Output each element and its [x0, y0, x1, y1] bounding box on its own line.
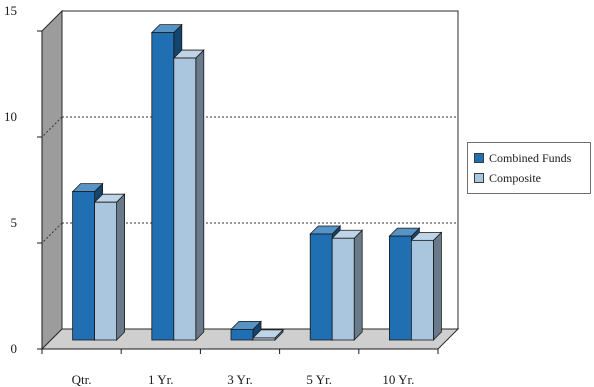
legend-label-composite: Composite: [489, 170, 542, 185]
bar-composite: [252, 328, 284, 341]
chart-axes: [37, 30, 439, 354]
legend-label-combined-funds: Combined Funds: [489, 150, 572, 165]
bar-front-face: [230, 328, 254, 341]
bar-side-face: [432, 231, 442, 341]
legend-swatch-combined-funds: [474, 153, 484, 163]
chart-gridlines: [41, 116, 458, 244]
bar-composite: [93, 193, 126, 341]
bar-front-face: [252, 337, 276, 341]
gridline-side: [41, 116, 63, 138]
y-axis-tick-labels: 0 5 10 15: [4, 3, 17, 356]
x-tick-label: 5 Yr.: [306, 372, 332, 387]
bar-front-face: [410, 239, 434, 341]
bar-front-face: [151, 32, 175, 341]
bar-front-face: [331, 237, 355, 341]
bar-side-face: [353, 229, 363, 341]
bar-composite: [331, 229, 364, 341]
bar-side-face: [195, 49, 205, 341]
bar-front-face: [173, 57, 197, 341]
x-tick-label: Qtr.: [72, 372, 92, 387]
y-tick-label: 15: [4, 3, 17, 18]
y-tick-label: 10: [4, 109, 17, 124]
bar-composite: [410, 231, 443, 341]
chart-legend: Combined Funds Composite: [467, 142, 591, 194]
legend-item-composite: Composite: [474, 168, 584, 188]
bar-front-face: [72, 191, 95, 341]
x-tick-label: 10 Yr.: [382, 372, 414, 387]
x-axis-tick-labels: Qtr. 1 Yr. 3 Yr. 5 Yr. 10 Yr.: [72, 372, 415, 387]
bar-side-face: [116, 193, 125, 341]
y-tick-label: 0: [11, 341, 18, 356]
bar-front-face: [388, 235, 412, 341]
bar-front-face: [94, 201, 117, 341]
legend-swatch-composite: [474, 173, 484, 183]
x-tick-label: 1 Yr.: [148, 372, 174, 387]
bar-front-face: [309, 233, 333, 341]
legend-item-combined-funds: Combined Funds: [474, 148, 584, 168]
side-wall: [41, 9, 63, 351]
x-tick-label: 3 Yr.: [227, 372, 253, 387]
chart-bars: [71, 23, 443, 341]
bar-composite: [172, 49, 205, 341]
gridline-side: [41, 222, 63, 244]
y-tick-label: 5: [11, 215, 18, 230]
